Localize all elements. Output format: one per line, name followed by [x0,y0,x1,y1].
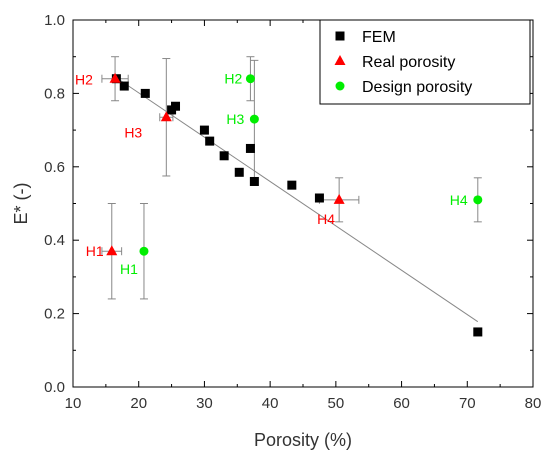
legend-label: FEM [362,29,396,46]
x-tick-label: 40 [262,395,279,412]
square-marker [245,143,255,153]
point-label: H4 [317,211,335,227]
x-tick-label: 80 [525,395,542,412]
y-tick-label: 0.6 [44,159,65,176]
square-marker [234,167,244,177]
point-label: H3 [124,124,142,140]
point-label: H2 [224,71,242,87]
x-tick-label: 10 [65,395,82,412]
point-label: H1 [120,261,138,277]
legend-box [319,19,531,105]
point-label: H3 [226,111,244,127]
y-axis-title: E* (-) [11,183,31,225]
x-tick-label: 50 [328,395,345,412]
triangle-marker [109,72,121,83]
circle-marker [245,74,255,84]
triangle-marker [106,245,118,256]
square-marker [171,101,181,111]
x-tick-label: 60 [393,395,410,412]
square-marker [140,88,150,98]
square-marker [249,176,259,186]
legend-label: Real porosity [362,54,455,71]
triangle-marker [160,111,172,122]
triangle-marker [333,193,345,204]
y-tick-label: 0.8 [44,85,65,102]
square-marker [287,180,297,190]
square-marker [314,193,324,203]
legend-circle-marker [335,81,345,91]
x-tick-label: 30 [196,395,213,412]
x-tick-label: 70 [459,395,476,412]
square-marker [119,81,129,91]
point-label: H2 [75,72,93,88]
circle-marker [139,246,149,256]
circle-marker [249,114,259,124]
square-marker [199,125,209,135]
square-marker [473,327,483,337]
legend-label: Design porosity [362,79,472,96]
point-label: H1 [86,243,104,259]
point-label: H4 [450,192,468,208]
square-marker [205,136,215,146]
square-marker [219,151,229,161]
y-tick-label: 0.2 [44,306,65,323]
circle-marker [473,195,483,205]
y-tick-label: 0.0 [44,379,65,396]
legend: FEM Real porosity Design porosity [319,19,531,105]
x-axis-title: Porosity (%) [254,430,352,450]
x-tick-label: 20 [130,395,147,412]
plot-layer: 10 20 30 40 50 60 70 80 0.0 0.2 0.4 0.6 0.8 1.0 H2 H3 H1… [44,12,541,412]
legend-triangle-marker [334,55,346,65]
legend-square-marker [335,31,345,41]
y-tick-label: 1.0 [44,12,65,29]
y-tick-label: 0.4 [44,232,65,249]
trend-line [114,76,479,323]
